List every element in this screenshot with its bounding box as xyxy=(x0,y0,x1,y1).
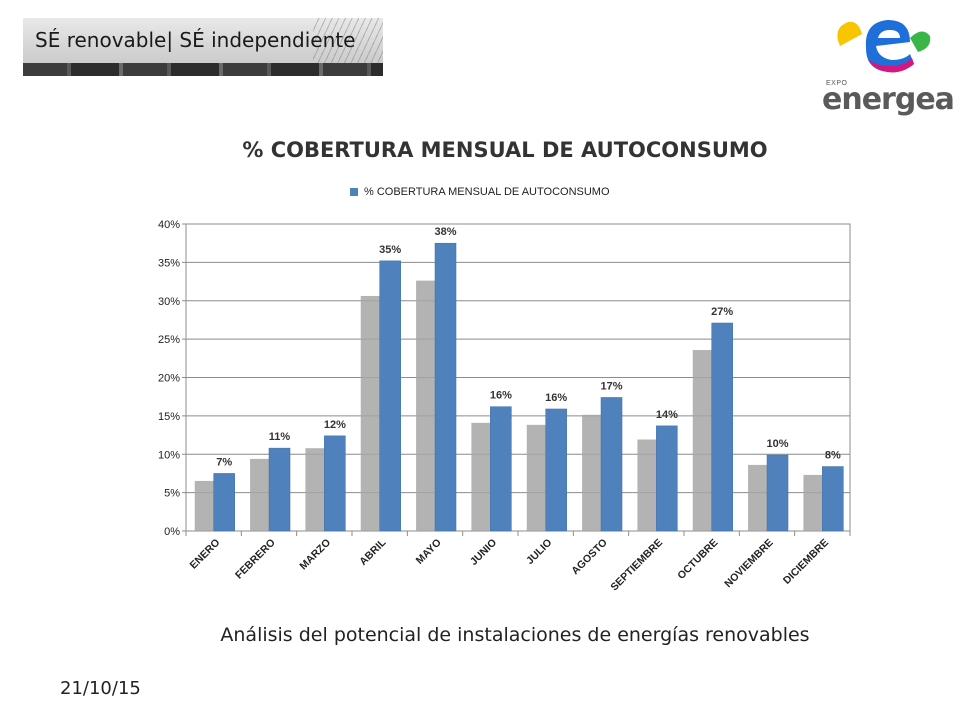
data-label: 14% xyxy=(656,409,678,421)
legend-label: % COBERTURA MENSUAL DE AUTOCONSUMO xyxy=(364,186,610,198)
bar-shadow xyxy=(637,439,659,531)
y-tick-label: 5% xyxy=(164,488,180,500)
x-tick-label: AGOSTO xyxy=(569,537,610,578)
data-label: 27% xyxy=(711,306,733,318)
bar xyxy=(545,408,567,532)
header-banner: SÉ renovable| SÉ independiente xyxy=(23,18,383,76)
energea-logo: EXPO energea xyxy=(818,8,955,118)
y-tick-label: 40% xyxy=(158,219,180,231)
x-tick-label: DICIEMBRE xyxy=(781,537,831,587)
logo-wordmark: energea xyxy=(822,82,955,117)
data-label: 16% xyxy=(490,390,512,402)
data-label: 17% xyxy=(600,380,622,392)
bar xyxy=(656,425,678,532)
bar-shadow xyxy=(803,474,825,531)
bar-shadow xyxy=(692,350,714,531)
bar-chart: 0% 5% 10% 15% 20% 25% 30% 35% 40% 7% ENERO 11% FEBRE… xyxy=(158,219,851,594)
bar-shadow xyxy=(250,458,272,531)
x-tick-label: SEPTIEMBRE xyxy=(608,537,665,594)
data-label: 35% xyxy=(379,244,401,256)
bar xyxy=(434,242,457,532)
x-tick-label: MARZO xyxy=(297,537,333,573)
data-label: 10% xyxy=(766,438,788,450)
energea-logo-mark-icon xyxy=(837,20,931,73)
x-tick-label: MAYO xyxy=(414,537,444,567)
x-tick-label: NOVIEMBRE xyxy=(722,537,775,590)
bar xyxy=(711,322,733,532)
bar xyxy=(766,454,789,532)
y-tick-label: 25% xyxy=(158,334,180,346)
y-tick-label: 0% xyxy=(164,526,180,538)
chart-title: % COBERTURA MENSUAL DE AUTOCONSUMO xyxy=(242,138,768,162)
bar-shadow xyxy=(194,480,216,531)
logo-prefix: EXPO xyxy=(826,80,848,87)
data-label: 11% xyxy=(269,431,291,443)
legend-swatch xyxy=(350,188,358,196)
bar xyxy=(268,447,291,532)
banner-strip xyxy=(23,63,383,76)
bar xyxy=(490,406,512,532)
y-tick-label: 10% xyxy=(158,449,180,461)
x-tick-label: JULIO xyxy=(524,537,554,567)
banner-text: SÉ renovable| SÉ independiente xyxy=(35,28,356,52)
bar-shadow xyxy=(526,424,548,531)
bar xyxy=(822,466,844,532)
y-tick-label: 30% xyxy=(158,296,180,308)
data-label: 38% xyxy=(434,226,456,238)
bar-shadow xyxy=(305,448,327,531)
data-label: 16% xyxy=(545,392,567,404)
x-tick-label: FEBRERO xyxy=(233,537,278,582)
data-label: 8% xyxy=(825,450,841,462)
y-tick-label: 15% xyxy=(158,411,180,423)
chart-legend: % COBERTURA MENSUAL DE AUTOCONSUMO xyxy=(350,186,610,198)
bar xyxy=(379,260,401,532)
data-label: 12% xyxy=(324,419,346,431)
bar xyxy=(600,397,623,532)
y-tick-label: 35% xyxy=(158,257,180,269)
data-label: 7% xyxy=(216,456,232,468)
x-tick-label: OCTUBRE xyxy=(675,537,720,582)
slide-date: 21/10/15 xyxy=(60,678,141,699)
slide-caption: Análisis del potencial de instalaciones … xyxy=(220,624,810,646)
bar-shadow xyxy=(416,280,438,531)
y-tick-label: 20% xyxy=(158,373,180,385)
bar xyxy=(324,435,346,532)
x-tick-label: ABRIL xyxy=(357,536,389,568)
bar-shadow xyxy=(360,295,382,531)
x-tick-label: JUNIO xyxy=(468,537,499,568)
bar-shadow xyxy=(582,414,604,531)
bar xyxy=(213,473,235,532)
x-tick-label: ENERO xyxy=(188,537,223,572)
bar-shadow xyxy=(471,422,493,531)
bar-shadow xyxy=(748,464,770,531)
